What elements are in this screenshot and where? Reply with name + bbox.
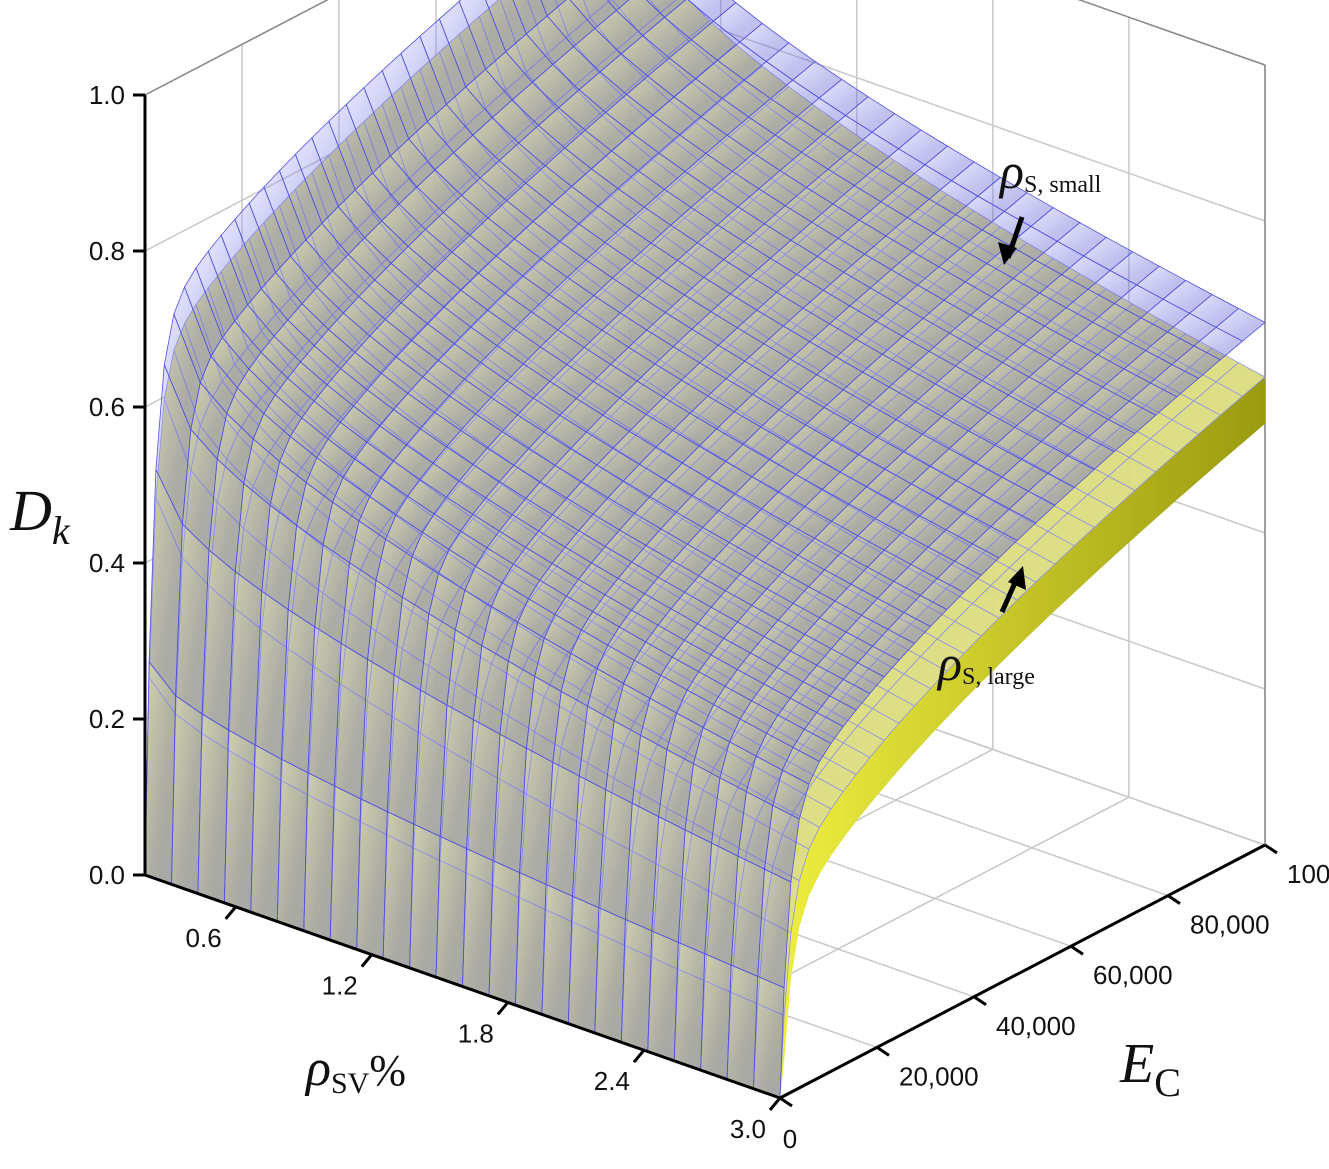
surface-cell — [303, 772, 335, 941]
surface-cell — [620, 918, 653, 1053]
surface-cell — [673, 941, 706, 1071]
y-axis-title: EC — [1119, 1033, 1181, 1105]
x-axis-title: ρSV% — [304, 1040, 406, 1100]
series-label-small: ρS, small — [998, 143, 1102, 199]
z-tick-label: 0.0 — [89, 860, 125, 890]
y-tick — [973, 995, 987, 1007]
surface-cell — [250, 744, 282, 923]
x-tick-label: 1.8 — [458, 1018, 494, 1048]
surface-cell — [645, 0, 687, 18]
surface-cell — [435, 835, 468, 988]
z-tick-label: 0.8 — [89, 236, 125, 266]
y-tick-label: 100,000 — [1287, 859, 1329, 889]
y-tick — [779, 1096, 793, 1108]
y-tick — [1264, 843, 1278, 855]
surface-cell — [171, 694, 203, 895]
surface-side-large — [780, 377, 1265, 1098]
box-edge — [1077, 0, 1266, 66]
x-tick-label: 3.0 — [730, 1114, 766, 1144]
surfaces — [144, 0, 1266, 1099]
surface-cell — [382, 810, 415, 969]
y-tick — [1167, 894, 1181, 905]
surface-cell — [1215, 362, 1266, 397]
y-tick — [876, 1046, 890, 1057]
surface-cell — [276, 758, 309, 932]
x-tick — [360, 953, 373, 968]
z-tick-label: 0.6 — [89, 392, 125, 422]
arrowhead-large — [1008, 566, 1026, 590]
surface-cell — [144, 660, 177, 885]
z-tick-label: 0.2 — [89, 704, 125, 734]
surface-cell — [462, 847, 494, 997]
surface-cell — [726, 964, 759, 1090]
y-axis-line — [779, 843, 1266, 1100]
surface-cell — [541, 883, 573, 1025]
series-label-large: ρS, large — [936, 635, 1035, 691]
arrowhead-small — [998, 242, 1017, 265]
surface-cell — [223, 729, 256, 913]
x-tick — [224, 905, 237, 920]
surface-small — [144, 0, 1266, 1099]
surface-cell — [197, 713, 229, 904]
surface-cell — [606, 0, 630, 11]
surface-cell — [567, 895, 600, 1034]
surface-cell — [488, 860, 521, 1006]
y-tick-label: 0 — [783, 1124, 797, 1154]
surface-cell — [594, 907, 626, 1043]
y-tick-label: 40,000 — [996, 1011, 1076, 1041]
z-tick-label: 1.0 — [89, 80, 125, 110]
z-axis-title: Dk — [9, 478, 71, 553]
y-tick-label: 80,000 — [1190, 910, 1270, 940]
surface-cell — [356, 798, 388, 960]
x-tick-label: 2.4 — [594, 1066, 630, 1096]
x-tick — [632, 1049, 646, 1064]
surface-cell — [700, 953, 732, 1080]
surface-cell — [753, 975, 785, 1099]
surface-cell — [514, 871, 547, 1015]
axes: 0.0 0.2 0.4 0.6 0.8 1.0 0.6 1.2 1.8 2.4 3.0 0 20,000… — [89, 80, 1329, 1154]
box-edge — [144, 0, 329, 96]
y-tick-label: 20,000 — [899, 1061, 979, 1091]
annotation-small: ρS, small — [998, 143, 1102, 265]
x-axis-line — [144, 873, 781, 1100]
surface-cell — [409, 823, 441, 978]
x-tick — [768, 1097, 782, 1111]
surface-cell — [647, 930, 679, 1062]
annotation-large: ρS, large — [936, 566, 1035, 691]
surface-cell — [329, 785, 362, 950]
surface-cell — [540, 0, 567, 17]
x-tick-label: 1.2 — [322, 971, 358, 1001]
x-tick-label: 0.6 — [186, 923, 222, 953]
z-tick-label: 0.4 — [89, 548, 125, 578]
y-tick — [1070, 944, 1084, 956]
y-tick-label: 60,000 — [1093, 960, 1173, 990]
surface-cell — [1215, 308, 1266, 342]
x-tick — [496, 1001, 510, 1016]
